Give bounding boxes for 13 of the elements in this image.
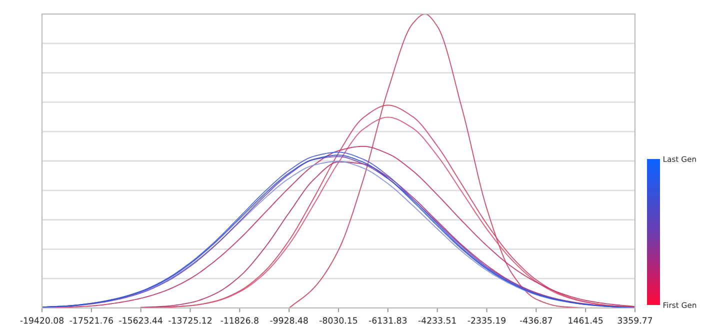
x-tick-label: 3359.77 <box>618 317 652 324</box>
x-tick-label: -4233.51 <box>418 317 456 324</box>
x-tick-label: -17521.76 <box>70 317 113 324</box>
x-tick-label: -436.87 <box>520 317 552 324</box>
x-tick-label: -19420.08 <box>20 317 64 324</box>
x-tick-label: -15623.44 <box>119 317 162 324</box>
x-tick-label: -11826.8 <box>220 317 258 324</box>
x-tick-label: -8030.15 <box>320 317 358 324</box>
x-tick-label: -6131.83 <box>368 317 407 324</box>
x-tick-label: -2335.19 <box>468 317 506 324</box>
x-tick-label: -9928.48 <box>270 317 308 324</box>
x-tick-label: 1461.45 <box>568 317 603 324</box>
x-tick-label: -13725.12 <box>168 317 212 324</box>
